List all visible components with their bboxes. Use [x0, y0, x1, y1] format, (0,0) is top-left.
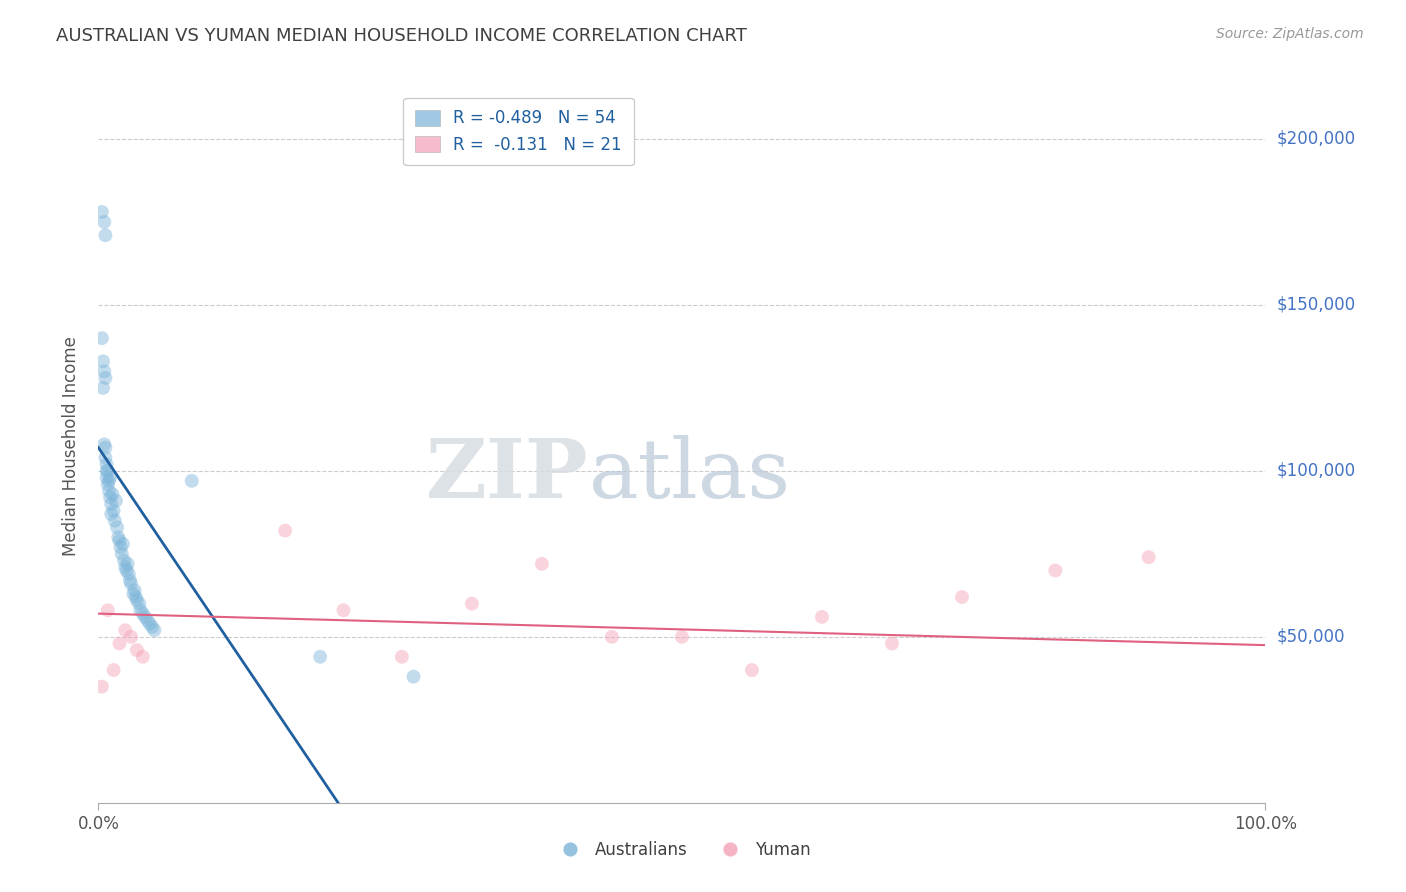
Australians	[122, 587, 145, 601]
Australians	[97, 477, 120, 491]
Australians	[118, 566, 141, 581]
Australians	[139, 616, 162, 631]
Australians	[90, 205, 112, 219]
Yuman	[741, 663, 763, 677]
Yuman	[90, 680, 112, 694]
Yuman	[97, 603, 120, 617]
Yuman	[1137, 550, 1160, 565]
Australians	[132, 607, 155, 621]
Australians	[111, 547, 134, 561]
Australians	[110, 540, 132, 554]
Australians	[93, 364, 115, 378]
Australians	[402, 670, 425, 684]
Text: ZIP: ZIP	[426, 434, 589, 515]
Australians	[309, 649, 332, 664]
Yuman	[332, 603, 354, 617]
Australians	[108, 533, 131, 548]
Yuman	[132, 649, 155, 664]
Australians	[143, 624, 166, 638]
Yuman	[880, 636, 903, 650]
Australians	[98, 470, 121, 484]
Yuman	[1045, 564, 1067, 578]
Australians	[94, 450, 117, 465]
Australians	[96, 464, 118, 478]
Australians	[96, 457, 118, 471]
Australians	[98, 491, 121, 505]
Australians	[111, 537, 134, 551]
Australians	[136, 613, 159, 627]
Yuman	[103, 663, 125, 677]
Australians	[118, 574, 141, 588]
Legend: Australians, Yuman: Australians, Yuman	[547, 835, 817, 866]
Yuman	[671, 630, 693, 644]
Australians	[124, 583, 146, 598]
Australians	[91, 381, 114, 395]
Text: $150,000: $150,000	[1277, 296, 1355, 314]
Australians	[94, 228, 117, 243]
Text: atlas: atlas	[589, 434, 790, 515]
Australians	[128, 597, 150, 611]
Text: AUSTRALIAN VS YUMAN MEDIAN HOUSEHOLD INCOME CORRELATION CHART: AUSTRALIAN VS YUMAN MEDIAN HOUSEHOLD INC…	[56, 27, 747, 45]
Yuman	[114, 624, 136, 638]
Australians	[104, 514, 127, 528]
Australians	[94, 441, 117, 455]
Yuman	[120, 630, 142, 644]
Australians	[91, 354, 114, 368]
Australians	[97, 474, 120, 488]
Yuman	[461, 597, 484, 611]
Yuman	[391, 649, 413, 664]
Australians	[104, 493, 127, 508]
Australians	[114, 560, 136, 574]
Text: $50,000: $50,000	[1277, 628, 1346, 646]
Australians	[115, 564, 138, 578]
Y-axis label: Median Household Income: Median Household Income	[62, 336, 80, 556]
Text: $100,000: $100,000	[1277, 462, 1355, 480]
Australians	[129, 603, 152, 617]
Australians	[100, 497, 122, 511]
Australians	[105, 520, 128, 534]
Australians	[93, 215, 115, 229]
Yuman	[530, 557, 553, 571]
Australians	[93, 437, 115, 451]
Yuman	[600, 630, 623, 644]
Australians	[107, 530, 129, 544]
Yuman	[811, 610, 834, 624]
Yuman	[108, 636, 131, 650]
Australians	[94, 371, 117, 385]
Yuman	[950, 590, 973, 604]
Australians	[97, 464, 120, 478]
Australians	[97, 483, 120, 498]
Australians	[141, 620, 163, 634]
Text: Source: ZipAtlas.com: Source: ZipAtlas.com	[1216, 27, 1364, 41]
Australians	[112, 553, 135, 567]
Australians	[100, 507, 122, 521]
Australians	[101, 487, 124, 501]
Australians	[103, 504, 125, 518]
Text: $200,000: $200,000	[1277, 130, 1355, 148]
Australians	[117, 557, 139, 571]
Yuman	[274, 524, 297, 538]
Australians	[180, 474, 202, 488]
Yuman	[125, 643, 148, 657]
Australians	[120, 576, 142, 591]
Australians	[134, 610, 156, 624]
Australians	[90, 331, 112, 345]
Australians	[125, 590, 148, 604]
Australians	[96, 470, 118, 484]
Australians	[125, 593, 148, 607]
